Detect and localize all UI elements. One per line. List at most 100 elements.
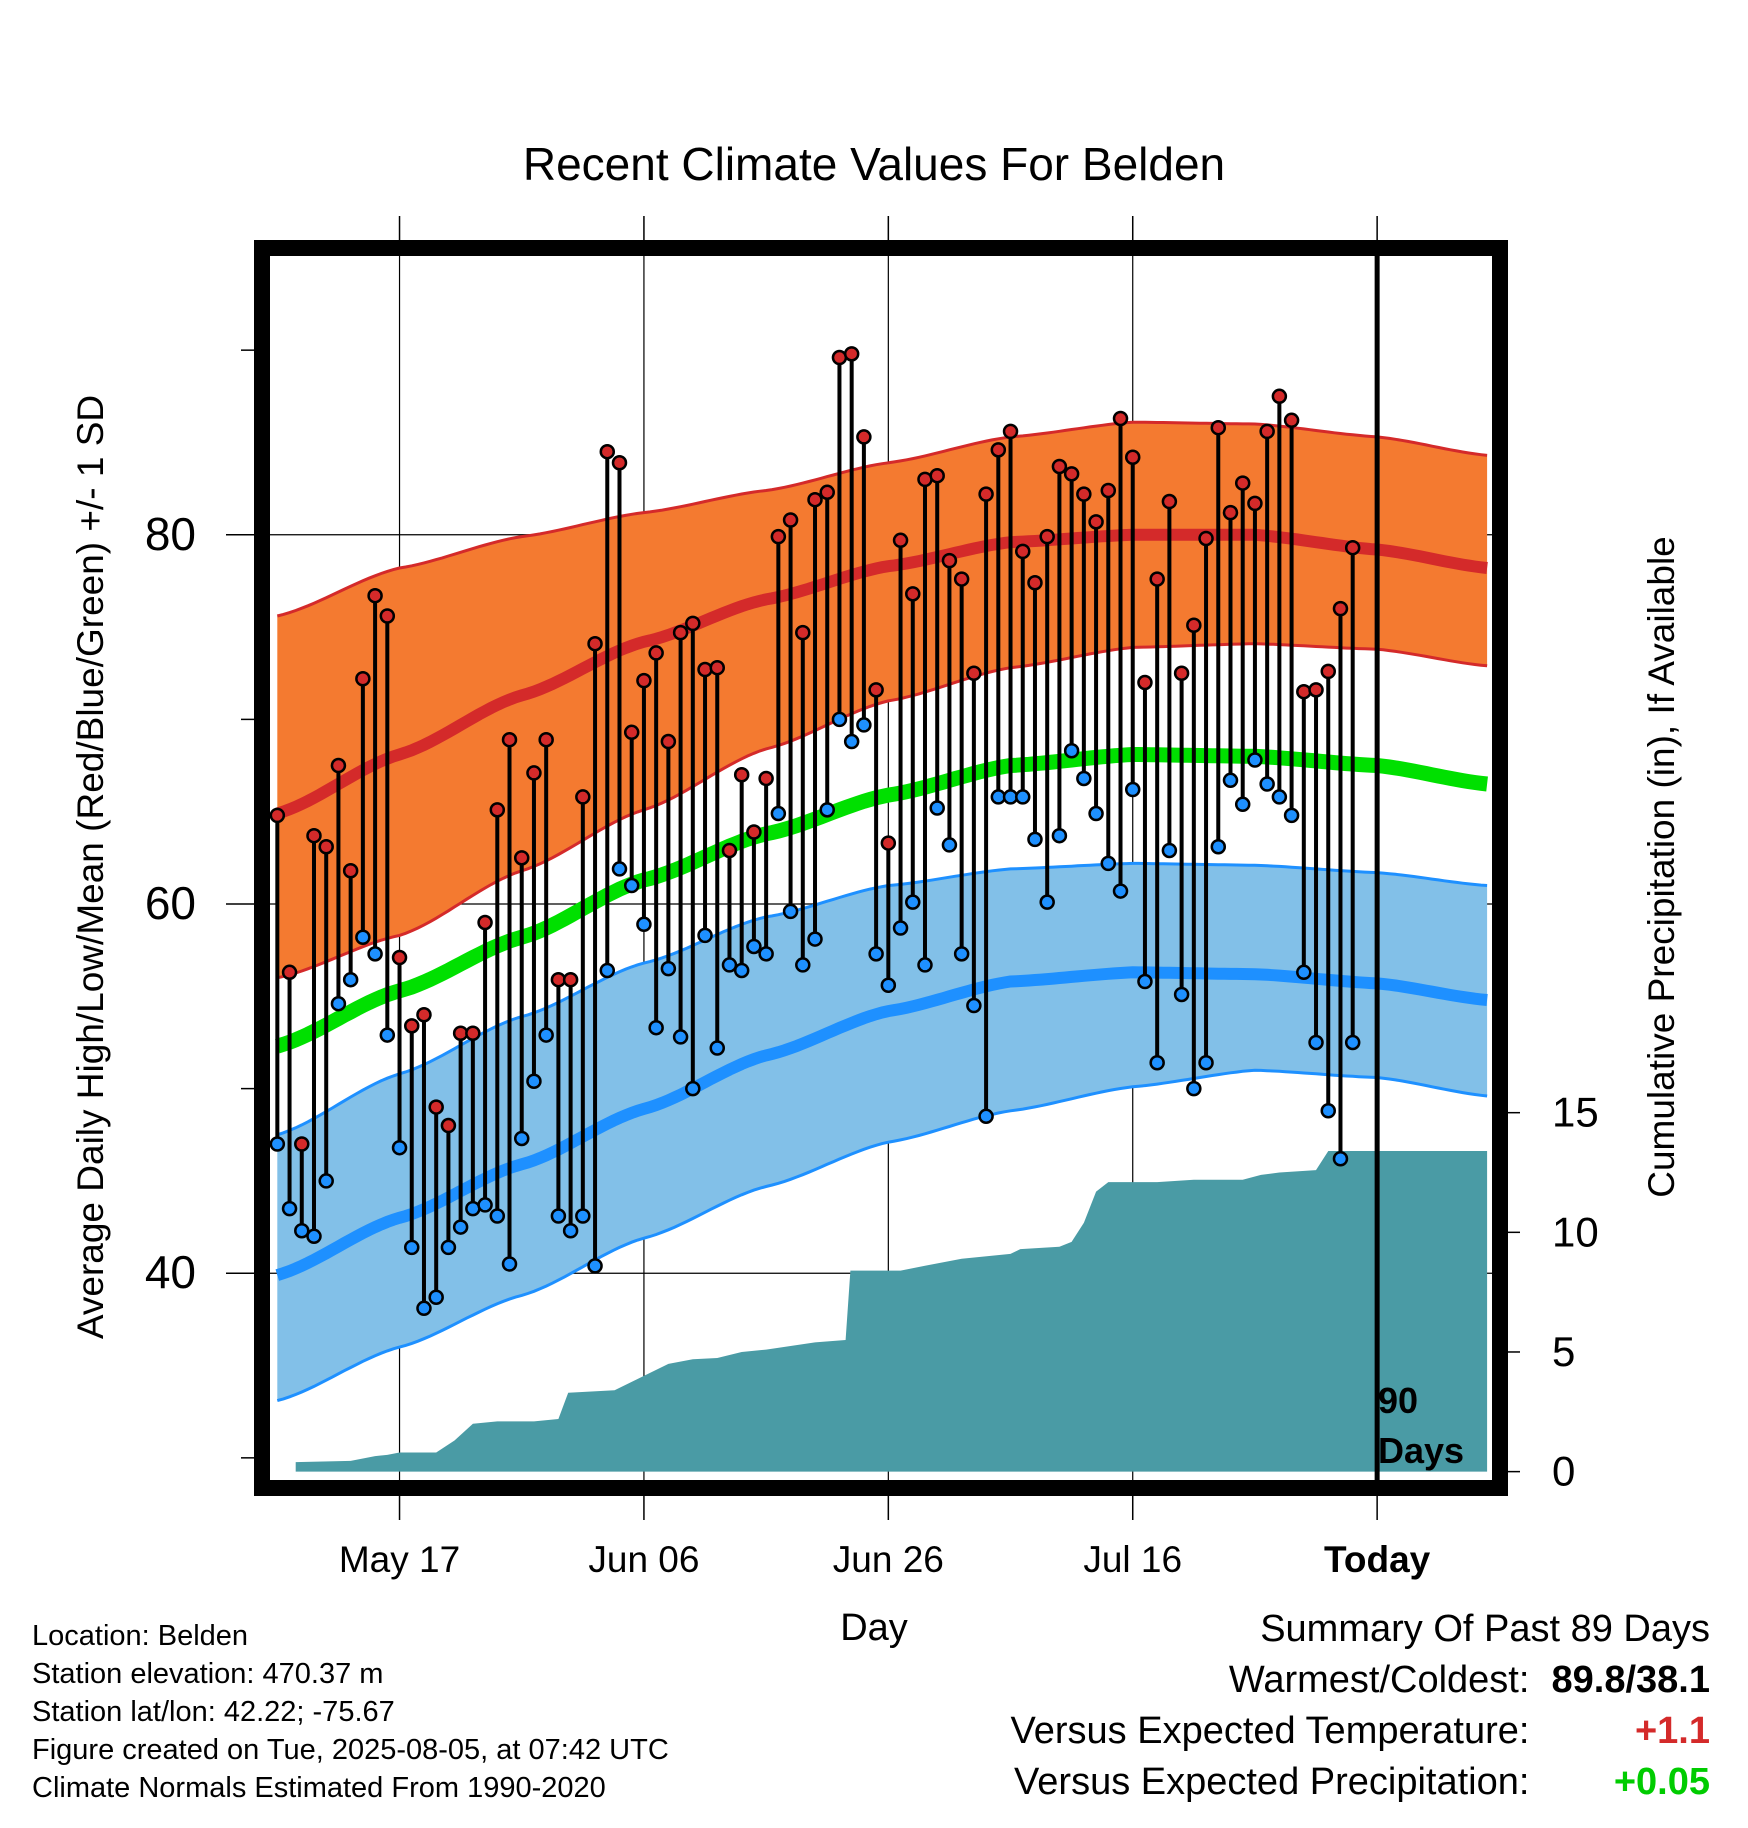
daily-high-point [1015, 543, 1031, 560]
location-text: Location: Belden [32, 1620, 249, 1652]
daily-high-point [404, 1018, 420, 1034]
daily-high-point [892, 532, 909, 549]
daily-high-point [966, 665, 982, 681]
daily-low-point [1112, 883, 1129, 899]
daily-low-point [929, 800, 945, 816]
daily-low-point [721, 957, 738, 973]
daily-high-point [1112, 410, 1129, 427]
elevation-text: Station elevation: 470.37 m [32, 1658, 384, 1690]
daily-low-point [526, 1073, 542, 1089]
daily-high-point [599, 443, 616, 460]
daily-low-point [1027, 831, 1043, 848]
daily-high-point [1222, 504, 1239, 521]
daily-low-point [1088, 805, 1104, 822]
daily-high-point [1198, 530, 1214, 547]
daily-high-point [990, 442, 1007, 458]
daily-low-point [795, 957, 811, 973]
daily-high-point [685, 615, 701, 632]
daily-low-point [404, 1239, 420, 1256]
latlon-text: Station lat/lon: 42.22; -75.67 [32, 1696, 395, 1728]
daily-points [269, 346, 1361, 1317]
daily-high-point [978, 486, 994, 502]
daily-low-point [905, 894, 921, 910]
summary-panel: Summary Of Past 89 Days Warmest/Coldest:… [1011, 1604, 1710, 1808]
daily-high-point [379, 608, 396, 624]
today-days-label-number: 90 [1378, 1380, 1418, 1421]
daily-high-point [575, 789, 591, 805]
y-axis-right-label: Cumulative Precipitation (in), If Availa… [1641, 536, 1682, 1198]
daily-low-point [1308, 1034, 1324, 1051]
daily-low-point [807, 931, 823, 947]
daily-low-point [513, 1130, 530, 1147]
daily-high-point [880, 835, 897, 851]
daily-high-point [1186, 617, 1202, 633]
daily-high-point [342, 863, 359, 879]
daily-high-point [501, 731, 518, 748]
normal-high-line [275, 528, 1488, 820]
daily-high-point [1296, 683, 1312, 700]
daily-low-point [342, 971, 359, 988]
daily-high-point [1308, 682, 1324, 698]
daily-low-point [330, 995, 347, 1012]
daily-low-point [281, 1200, 298, 1217]
daily-low-point [941, 837, 958, 853]
daily-high-point [1271, 388, 1288, 405]
daily-high-point [1234, 475, 1251, 491]
daily-low-point [379, 1027, 396, 1043]
daily-high-point [868, 682, 884, 698]
precip-anomaly-row: Versus Expected Precipitation: +0.05 [1011, 1757, 1710, 1808]
daily-high-point [941, 552, 958, 569]
warmest-coldest-row: Warmest/Coldest: 89.8/38.1 [1011, 1655, 1710, 1706]
daily-high-point [660, 733, 677, 750]
y-axis-left-label: Average Daily High/Low/Mean (Red/Blue/Gr… [70, 395, 111, 1339]
daily-low-point [1015, 789, 1031, 805]
daily-high-point [905, 586, 921, 602]
daily-low-point [477, 1197, 493, 1213]
daily-low-point [452, 1219, 469, 1235]
daily-high-point [1100, 482, 1117, 499]
daily-low-point [416, 1300, 432, 1317]
today-days-label-word: Days [1378, 1430, 1464, 1471]
daily-high-point [733, 767, 750, 783]
daily-low-point [1039, 894, 1055, 910]
normal-low-line [275, 966, 1488, 1281]
daily-low-point [966, 997, 982, 1014]
normal-high-band-upper-edge [276, 420, 1488, 618]
normal-mean-line [275, 747, 1488, 1054]
daily-high-point [538, 731, 554, 748]
daily-low-point [1051, 827, 1068, 844]
warmest-coldest-value: 89.8/38.1 [1551, 1659, 1710, 1701]
y-right-tick-label: 5 [1552, 1328, 1575, 1375]
daily-high-point [623, 724, 640, 741]
y-right-tick-label: 0 [1552, 1448, 1575, 1495]
daily-high-point [1210, 419, 1227, 436]
daily-low-point [318, 1173, 334, 1189]
daily-high-point [1259, 423, 1275, 440]
daily-range-bars [275, 353, 1355, 1309]
y-left-tick-label: 60 [145, 877, 196, 929]
daily-low-point [269, 1136, 286, 1152]
daily-high-point [1149, 571, 1165, 587]
daily-low-point [843, 733, 860, 750]
daily-low-point [440, 1239, 457, 1256]
daily-high-point [416, 1007, 432, 1023]
daily-low-point [599, 962, 616, 979]
daily-low-point [1198, 1055, 1214, 1071]
daily-high-point [477, 914, 493, 931]
x-tick-label: Today [1324, 1539, 1431, 1580]
daily-low-point [501, 1256, 518, 1272]
daily-low-point [575, 1208, 591, 1224]
daily-low-point [1137, 973, 1153, 990]
daily-high-point [1124, 449, 1141, 465]
daily-high-point [1332, 600, 1349, 617]
daily-high-point [856, 429, 872, 445]
x-tick-label: May 17 [339, 1539, 460, 1580]
precipitation-area [295, 1151, 1488, 1472]
daily-low-point [1210, 839, 1227, 855]
daily-low-point [831, 711, 848, 728]
daily-low-point [953, 946, 970, 962]
daily-high-point [440, 1117, 457, 1134]
daily-high-point [489, 802, 506, 818]
y-right-tick-label: 15 [1552, 1089, 1599, 1136]
